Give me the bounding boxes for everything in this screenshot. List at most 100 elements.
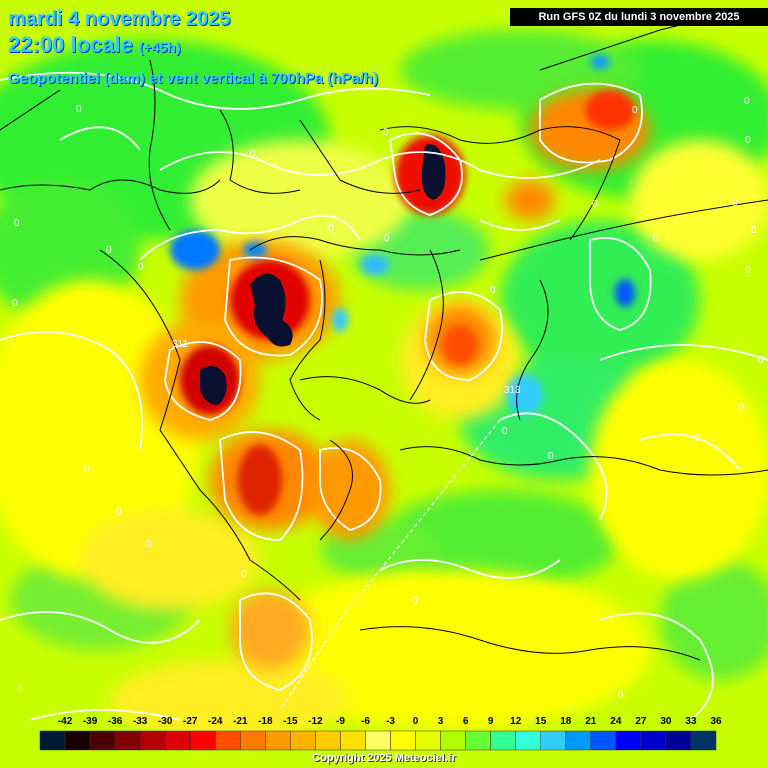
legend-color-box xyxy=(665,730,692,751)
legend-tick-label: -3 xyxy=(386,716,395,727)
contour-label: 0 xyxy=(758,355,764,366)
legend-color-box xyxy=(290,730,316,751)
contour-label: 0 xyxy=(84,464,90,475)
legend-color-box xyxy=(390,730,416,751)
legend-tick-label: 0 xyxy=(413,716,419,727)
legend-color-box xyxy=(565,730,592,751)
contour-label: 0 xyxy=(383,127,389,138)
legend-tick-label: -15 xyxy=(283,716,298,727)
legend-color-box xyxy=(89,730,116,751)
legend-color-box xyxy=(64,730,91,751)
legend-color-box xyxy=(315,730,341,751)
contour-label: 0 xyxy=(653,233,659,244)
contour-label: 0 xyxy=(695,433,701,444)
contour-label: 0 xyxy=(12,298,18,309)
contour-label: 0 xyxy=(76,104,82,115)
legend-color-box xyxy=(265,730,291,751)
legend-color-box xyxy=(540,730,567,751)
run-info: Run GFS 0Z du lundi 3 novembre 2025 xyxy=(510,8,768,26)
legend-tick-label: 24 xyxy=(610,716,622,727)
legend-color-box xyxy=(465,730,491,751)
legend-tick-label: -24 xyxy=(208,716,223,727)
legend-color-box xyxy=(189,730,216,751)
contour-label: 0 xyxy=(138,262,144,273)
contour-label: 0 xyxy=(745,135,751,146)
legend-tick-label: -36 xyxy=(108,716,123,727)
contour-label: 311 xyxy=(172,339,188,350)
borders xyxy=(0,9,768,661)
legend-tick-label: 27 xyxy=(635,716,647,727)
legend-color-box xyxy=(415,730,441,751)
contour-label: 313 xyxy=(504,385,521,396)
legend-tick-label: 6 xyxy=(463,716,469,727)
contour-label: 0 xyxy=(745,265,751,276)
legend-tick-label: -27 xyxy=(183,716,198,727)
contour-label: 0 xyxy=(384,233,390,244)
legend-tick-label: 33 xyxy=(685,716,697,727)
legend-color-box xyxy=(365,730,391,751)
legend-tick-label: 18 xyxy=(560,716,572,727)
legend-tick-label: -21 xyxy=(233,716,248,727)
contour-label: 0 xyxy=(502,426,508,437)
legend-color-box xyxy=(490,730,516,751)
contour-label: 0 xyxy=(490,285,496,296)
strong-ascent-cores xyxy=(200,144,446,405)
legend-ticks: -42 -39 -36 -33 -30 -27 -24 -21 -18 -15 -12 -9 -6 -3 0… xyxy=(58,716,722,727)
contour-labels: 0 0 0 0 0 0 0 0 0 0 0 0 0 0 0 0 0 0 0 0 0 0 0 0 0 0 0 0 0 0 311 313 xyxy=(12,96,764,701)
legend-color-box xyxy=(615,730,642,751)
forecast-time: 22:00 locale (+45h) xyxy=(8,32,181,58)
legend-color-box xyxy=(590,730,617,751)
legend-color-box xyxy=(114,730,141,751)
contour-label: 0 xyxy=(106,245,112,256)
contour-label: 0 xyxy=(412,596,418,607)
contour-label: 0 xyxy=(146,539,152,550)
parameter-title: Geopotentiel (dam) et vent vertical à 70… xyxy=(8,70,379,87)
contour-label: 0 xyxy=(328,223,334,234)
contour-label: 0 xyxy=(738,402,744,413)
legend-color-box xyxy=(215,730,241,751)
legend-tick-label: 15 xyxy=(535,716,547,727)
contour-label: 0 xyxy=(116,507,122,518)
dashed-boundary xyxy=(279,419,501,711)
forecast-offset: (+45h) xyxy=(138,39,181,55)
legend-tick-label: 9 xyxy=(488,716,494,727)
legend-color-box xyxy=(640,730,667,751)
legend-color-box xyxy=(440,730,466,751)
legend-tick-label: -30 xyxy=(158,716,173,727)
contour-label: 0 xyxy=(250,148,256,159)
contour-label: 0 xyxy=(732,198,738,209)
contour-label: 0 xyxy=(744,96,750,107)
contour-label: 0 xyxy=(14,218,20,229)
legend-color-box xyxy=(340,730,366,751)
contour-label: 0 xyxy=(241,569,247,580)
legend-tick-label: -18 xyxy=(258,716,273,727)
legend-color-box xyxy=(515,730,541,751)
legend-tick-label: 36 xyxy=(710,716,722,727)
contour-label: 0 xyxy=(751,225,757,236)
forecast-time-text: 22:00 locale xyxy=(8,32,133,57)
legend-color-box xyxy=(690,730,717,751)
legend-color-box xyxy=(164,730,191,751)
legend-tick-label: -12 xyxy=(308,716,323,727)
legend-tick-label: 30 xyxy=(660,716,672,727)
contour-label: 0 xyxy=(618,690,624,701)
legend-boxes xyxy=(39,730,717,751)
contour-label: 0 xyxy=(548,451,554,462)
contour-label: 0 xyxy=(632,105,638,116)
contour-label: 0 xyxy=(592,199,598,210)
color-legend: -42 -39 -36 -33 -30 -27 -24 -21 -18 -15 -12 -9 -6 -3 0… xyxy=(39,716,722,751)
legend-color-box xyxy=(240,730,266,751)
legend-tick-label: -42 xyxy=(58,716,73,727)
isolines xyxy=(0,71,768,721)
contour-label: 0 xyxy=(17,684,23,695)
legend-tick-label: -33 xyxy=(133,716,148,727)
legend-tick-label: -6 xyxy=(361,716,370,727)
legend-tick-label: -9 xyxy=(336,716,345,727)
legend-color-box xyxy=(139,730,166,751)
legend-tick-label: 21 xyxy=(585,716,597,727)
legend-tick-label: 12 xyxy=(510,716,522,727)
blue-areas xyxy=(170,55,635,415)
legend-tick-label: 3 xyxy=(438,716,444,727)
forecast-date: mardi 4 novembre 2025 xyxy=(8,8,231,30)
